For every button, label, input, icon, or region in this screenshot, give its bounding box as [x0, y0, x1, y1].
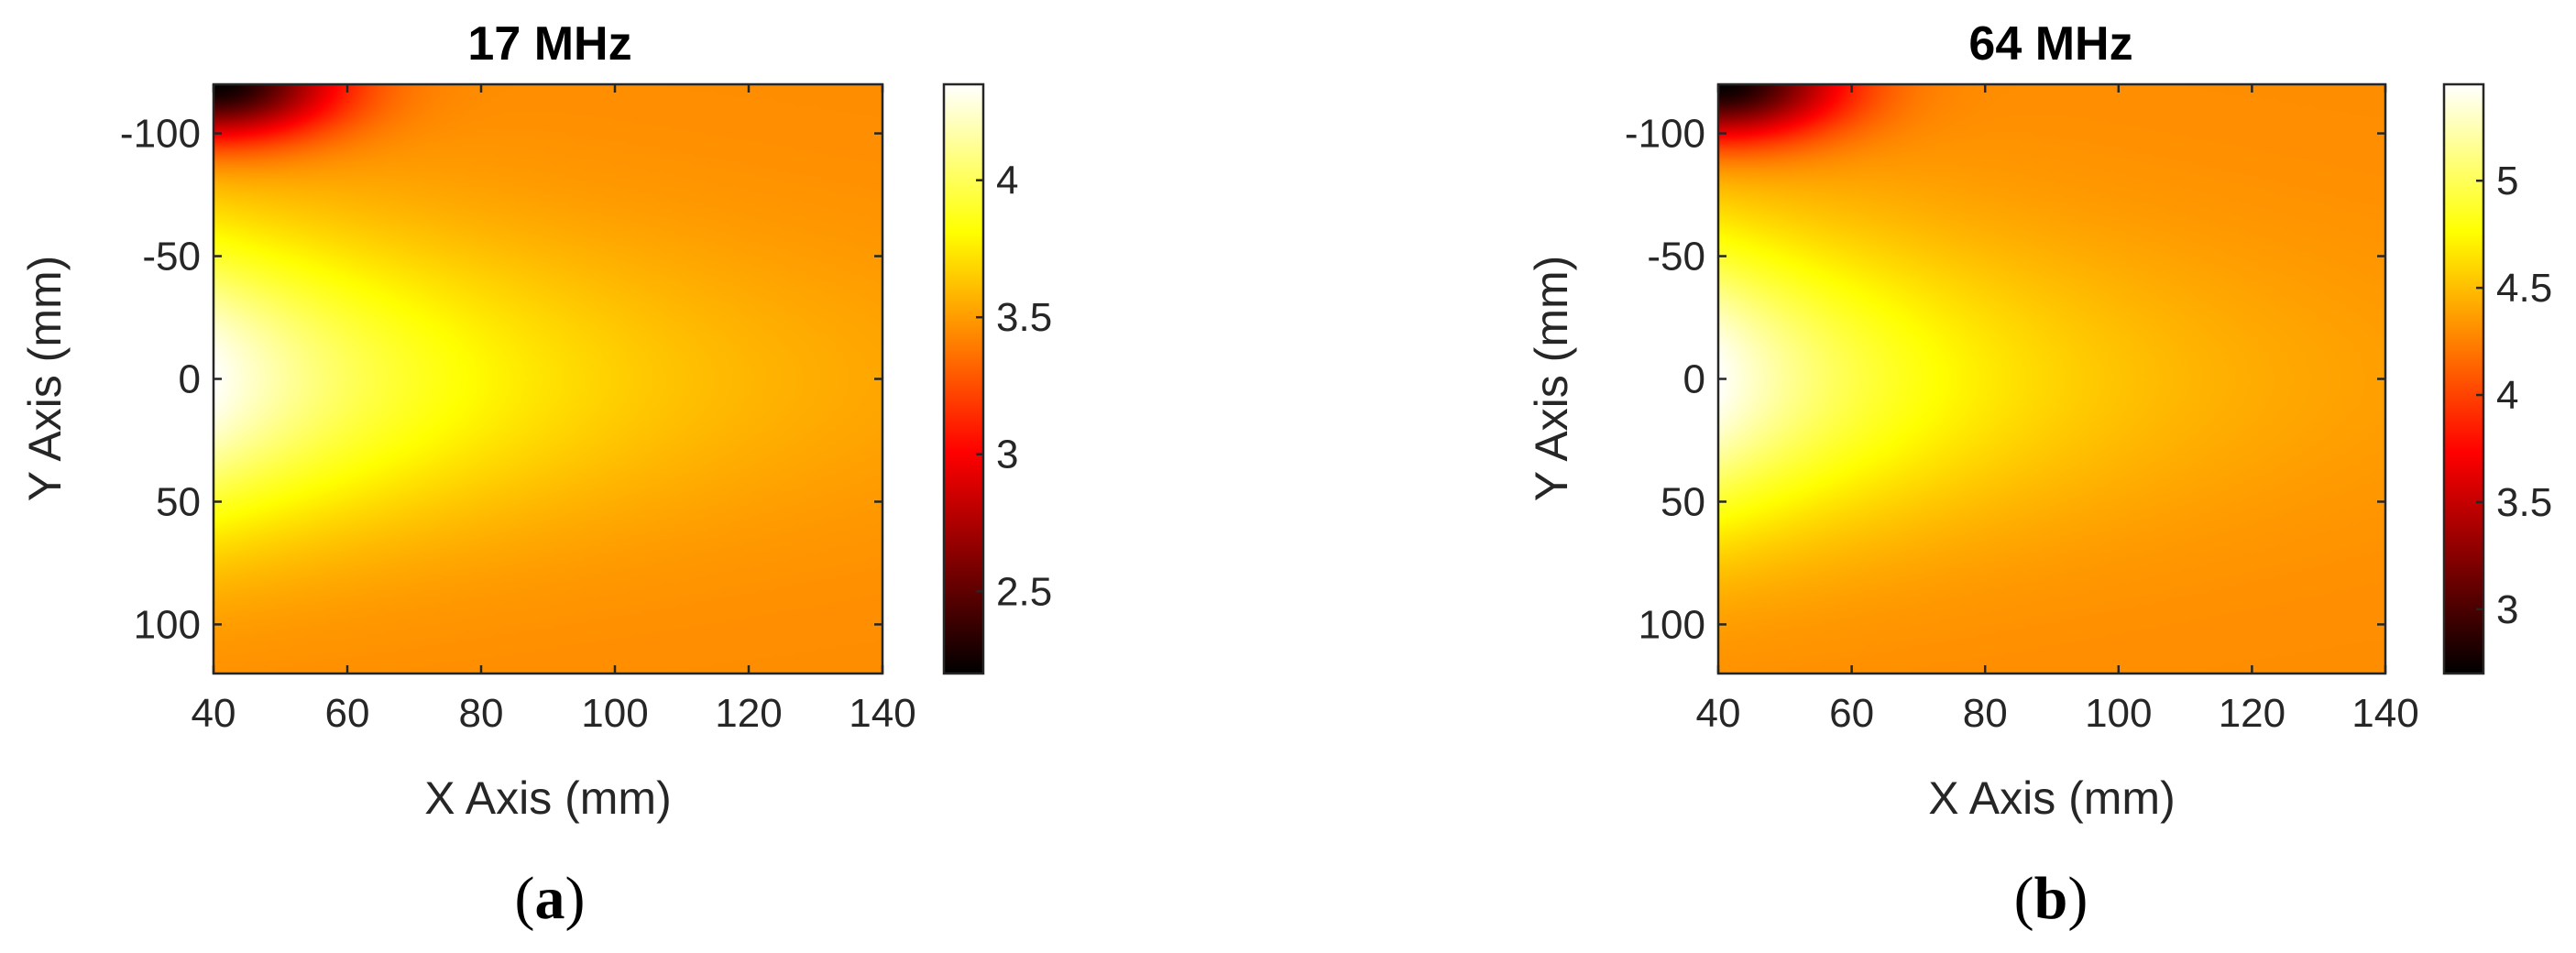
- x-tick-label: 60: [1829, 691, 1874, 736]
- colorbar-tick-label: 4: [996, 159, 1018, 203]
- x-tick-label: 100: [581, 691, 648, 736]
- x-tick-label: 100: [2085, 691, 2152, 736]
- colorbar-ticks: 3 3.5 4 4.5 5: [2476, 159, 2552, 632]
- x-axis: 40 60 80 100 120 140: [1696, 84, 2419, 736]
- colorbar-tick-label: 2.5: [996, 569, 1052, 614]
- y-tick-label: 50: [156, 479, 201, 524]
- x-tick-label: 80: [1963, 691, 2008, 736]
- chart-title: 17 MHz: [467, 17, 631, 71]
- colorbar-ticks: 2.5 3 3.5 4: [976, 159, 1052, 614]
- x-tick-label: 120: [2219, 691, 2286, 736]
- y-tick-label: 100: [134, 602, 201, 647]
- colorbar-tick-label: 4.5: [2496, 266, 2552, 311]
- x-axis-label: X Axis (mm): [424, 772, 671, 824]
- colorbar-tick-label: 3: [996, 433, 1018, 477]
- colorbar-tick-label: 5: [2496, 159, 2518, 203]
- x-tick-label: 40: [192, 691, 236, 736]
- panel-a: 17 MHz 40 60 80 100 120 140 -100 -50 0 50 100 X A…: [19, 17, 1052, 932]
- x-tick-label: 140: [849, 691, 915, 736]
- x-tick-label: 80: [459, 691, 504, 736]
- x-tick-label: 60: [325, 691, 370, 736]
- y-tick-label: -100: [120, 112, 201, 157]
- x-tick-label: 40: [1696, 691, 1741, 736]
- colorbar: [944, 84, 983, 674]
- y-tick-label: 100: [1639, 602, 1705, 647]
- y-axis-label: Y Axis (mm): [19, 256, 71, 502]
- colorbar-frame: [942, 82, 985, 675]
- y-tick-label: 0: [179, 357, 201, 402]
- x-axis: 40 60 80 100 120 140: [192, 84, 916, 736]
- colorbar-tick-label: 3.5: [996, 295, 1052, 340]
- y-tick-label: -50: [142, 235, 201, 279]
- colorbar-frame: [2442, 82, 2485, 675]
- colorbar-tick-label: 4: [2496, 373, 2518, 418]
- x-tick-label: 120: [715, 691, 782, 736]
- y-tick-label: -100: [1625, 112, 1705, 157]
- colorbar-tick-label: 3.5: [2496, 480, 2552, 525]
- colorbar-tick-label: 3: [2496, 587, 2518, 632]
- y-axis-label: Y Axis (mm): [1526, 256, 1577, 502]
- x-tick-label: 140: [2351, 691, 2418, 736]
- y-axis: -100 -50 0 50 100: [120, 112, 882, 647]
- panel-caption: (a): [515, 865, 586, 932]
- y-tick-label: 50: [1661, 479, 1705, 524]
- y-tick-label: -50: [1647, 235, 1705, 279]
- panel-b: 64 MHz 40 60 80 100 120 140 -100 -50 0 50 100 X A…: [1526, 17, 2552, 932]
- panel-caption: (b): [2014, 865, 2088, 932]
- chart-title: 64 MHz: [1968, 17, 2132, 71]
- colorbar: [2444, 84, 2483, 674]
- heatmap-image: [214, 84, 882, 674]
- x-axis-label: X Axis (mm): [1928, 772, 2175, 824]
- heatmap-image: [1718, 84, 2385, 674]
- y-axis: -100 -50 0 50 100: [1625, 112, 2385, 647]
- y-tick-label: 0: [1683, 357, 1705, 402]
